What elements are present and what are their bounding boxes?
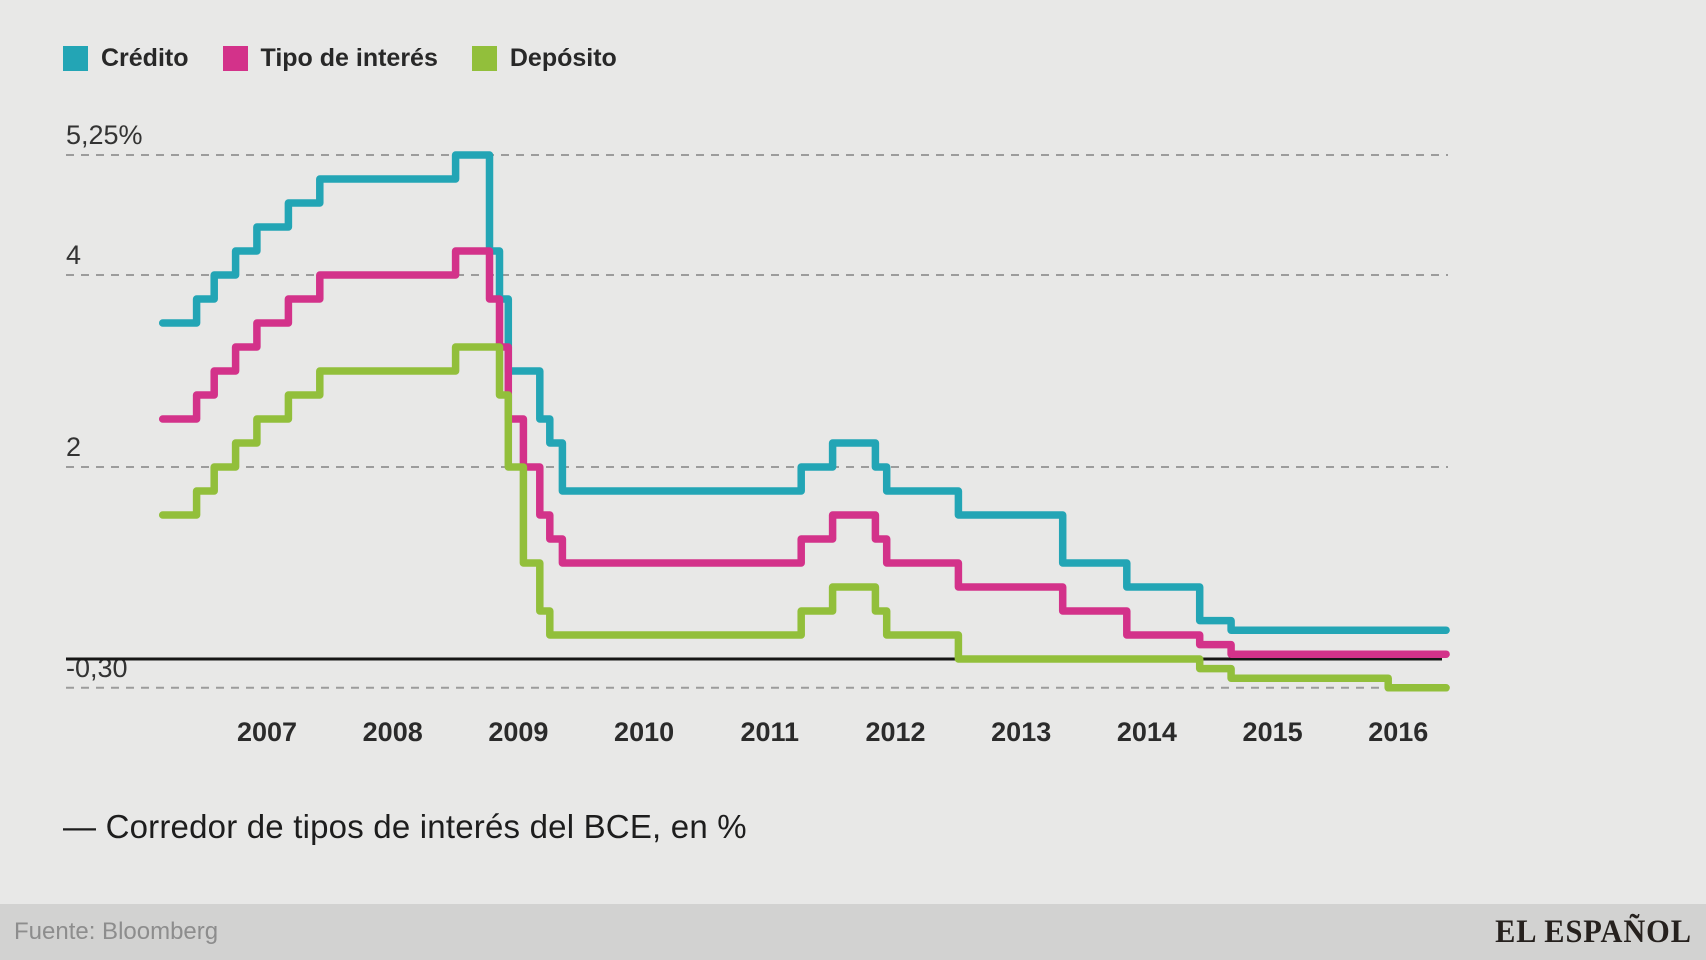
- y-axis-label: 5,25%: [66, 120, 143, 150]
- legend-label-tipo-de-interes: Tipo de interés: [260, 44, 438, 72]
- source-credit: Fuente: Bloomberg: [14, 918, 219, 945]
- legend: Crédito Tipo de interés Depósito: [63, 44, 617, 73]
- y-axis-label: 2: [66, 432, 81, 462]
- series-line-deposito: [158, 343, 1450, 692]
- legend-label-deposito: Depósito: [509, 44, 617, 72]
- legend-item-deposito: Depósito: [471, 44, 617, 73]
- tipo-de-interes-swatch-icon: [222, 46, 248, 71]
- chart-title: — Corredor de tipos de interés del BCE, …: [63, 808, 747, 845]
- x-tick-label: 2016: [1368, 717, 1428, 747]
- legend-item-tipo-de-interes: Tipo de interés: [222, 44, 438, 73]
- series-line-tipo-de-interes: [158, 247, 1450, 658]
- x-tick-label: 2015: [1243, 717, 1303, 747]
- x-tick-label: 2014: [1117, 717, 1177, 747]
- brand-logo: EL ESPAÑOL: [1495, 913, 1692, 950]
- x-tick-label: 2007: [237, 717, 297, 747]
- x-tick-label: 2013: [991, 717, 1051, 747]
- x-tick-label: 2011: [741, 717, 800, 747]
- x-tick-label: 2009: [488, 717, 548, 747]
- legend-item-credito: Crédito: [63, 44, 189, 73]
- x-tick-label: 2010: [614, 717, 674, 747]
- y-axis-label: -0,30: [66, 653, 128, 683]
- series-line-credito: [158, 151, 1450, 634]
- x-tick-label: 2008: [363, 717, 423, 747]
- legend-label-credito: Crédito: [101, 44, 189, 72]
- deposito-swatch-icon: [471, 46, 497, 71]
- footer-bar: Fuente: Bloomberg EL ESPAÑOL: [0, 904, 1706, 960]
- credito-swatch-icon: [63, 46, 88, 71]
- x-tick-label: 2012: [865, 717, 925, 747]
- y-axis-label: 4: [66, 240, 81, 270]
